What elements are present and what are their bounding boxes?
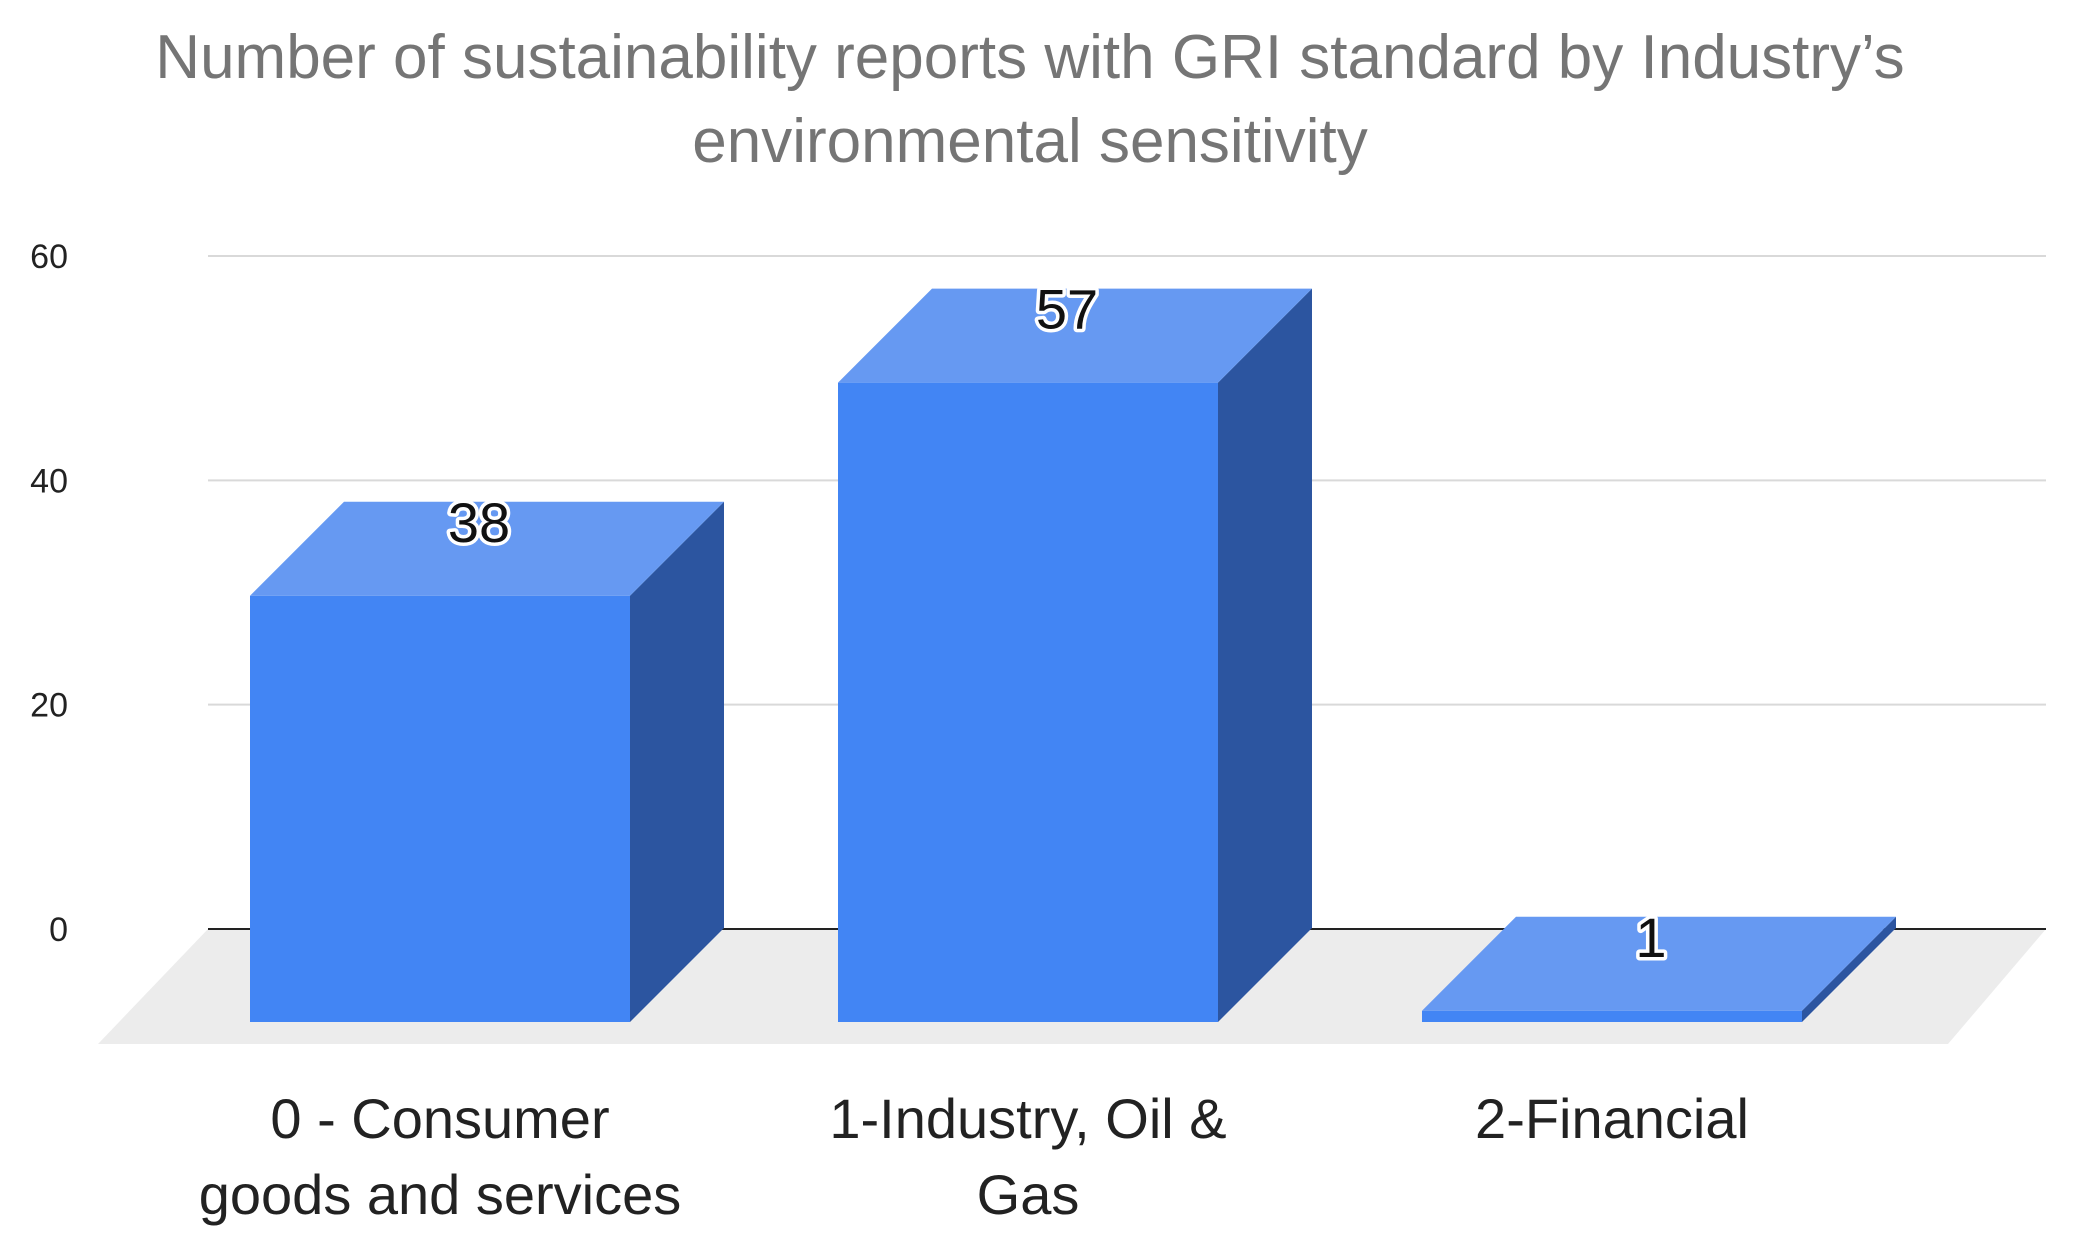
category-label: 1-Industry, Oil & — [829, 1087, 1226, 1150]
category-label: Gas — [977, 1163, 1080, 1226]
bar-group — [250, 501, 724, 1022]
data-label: 57 — [1036, 278, 1098, 341]
chart-title-line-1: Number of sustainability reports with GR… — [155, 23, 1904, 92]
category-label: goods and services — [199, 1163, 682, 1226]
y-tick-label: 60 — [30, 238, 68, 276]
y-tick-label: 0 — [49, 911, 68, 949]
bars — [250, 288, 1896, 1022]
y-tick-label: 40 — [30, 462, 68, 500]
bar — [838, 382, 1218, 1022]
chart-title-line-2: environmental sensitivity — [692, 107, 1367, 176]
bar-side — [630, 501, 724, 1022]
x-axis-category-labels: 0 - Consumer goods and services 1-Industry… — [199, 1087, 1749, 1226]
bar — [1422, 1010, 1802, 1022]
category-label: 2-Financial — [1475, 1087, 1749, 1150]
y-tick-label: 20 — [30, 687, 68, 725]
bar-top — [250, 501, 724, 596]
bar-side — [1218, 288, 1312, 1022]
data-label: 1 — [1635, 906, 1666, 969]
data-labels: 38 57 1 — [444, 274, 1670, 972]
bar-side — [1802, 916, 1896, 1022]
bar-group — [1422, 916, 1896, 1022]
bar — [250, 595, 630, 1022]
data-label: 38 — [448, 491, 510, 554]
bar-top — [838, 288, 1312, 383]
category-label: 0 - Consumer — [270, 1087, 609, 1150]
bar-group — [838, 288, 1312, 1022]
y-axis-ticks: 0 20 40 60 — [30, 238, 68, 949]
bar-top — [1422, 916, 1896, 1011]
chart-title-group: Number of sustainability reports with GR… — [155, 23, 1904, 176]
